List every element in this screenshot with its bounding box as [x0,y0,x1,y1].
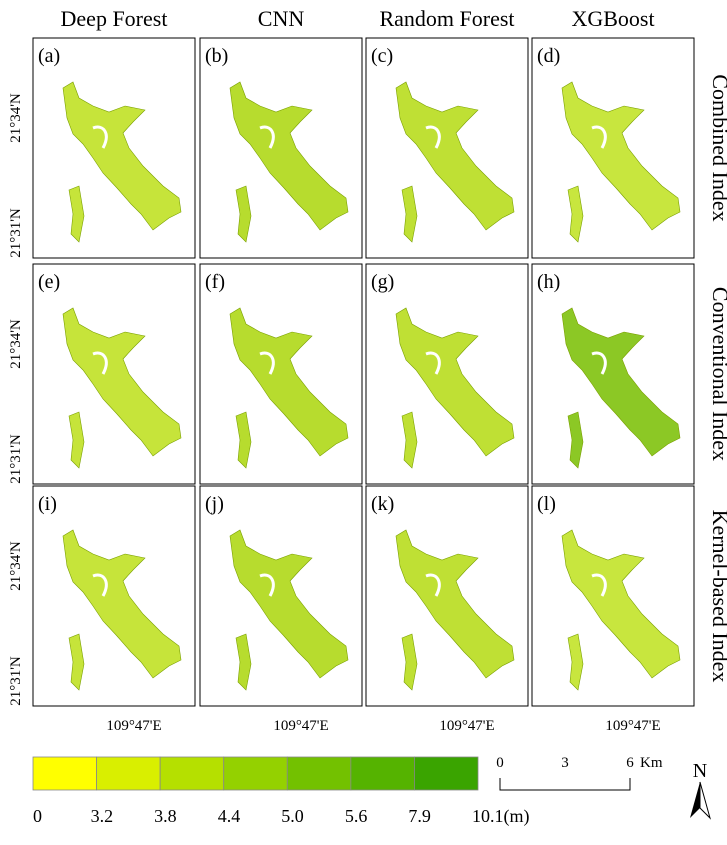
colorbar-tick-label: 3.2 [91,806,114,826]
column-header: Deep Forest [61,6,168,31]
scale-unit: Km [640,755,663,771]
longitude-label: 109°47'E [273,718,328,734]
colorbar-tick-label: 3.8 [154,806,177,826]
panel-label: (a) [38,45,60,67]
panel-label: (d) [537,45,560,67]
panel-label: (e) [38,271,60,293]
latitude-label: 21°31'N [8,434,24,484]
row-header: Conventional Index [708,287,727,461]
north-arrow [690,781,711,820]
colorbar-bin [414,756,479,791]
colorbar-bin [96,756,161,791]
colorbar-tick-label: 5.0 [281,806,304,826]
row-header: Kernel-based Index [708,510,727,683]
longitude-label: 109°47'E [106,718,161,734]
panel-label: (b) [205,45,228,67]
colorbar-bin [286,756,352,791]
latitude-label: 21°34'N [8,319,24,369]
column-header: Random Forest [379,6,514,31]
colorbar-bin [32,756,97,791]
north-label: N [693,760,707,782]
latitude-label: 21°31'N [8,208,24,258]
panel-label: (k) [371,493,394,515]
panel-label: (j) [205,493,224,515]
latitude-label: 21°34'N [8,541,24,591]
colorbar-tick-label: 4.4 [218,806,241,826]
colorbar-tick-label: 7.9 [408,806,431,826]
scale-bar [499,778,631,791]
panel-label: (h) [537,271,560,293]
panel-label: (g) [371,271,394,293]
panel-label: (l) [537,493,556,515]
latitude-label: 21°34'N [8,93,24,143]
colorbar-tick-label: 10.1(m) [472,806,530,827]
row-header: Combined Index [708,74,727,221]
latitude-label: 21°31'N [8,656,24,706]
longitude-label: 109°47'E [605,718,660,734]
colorbar-bin [350,756,415,791]
scale-tick-label: 3 [561,755,569,771]
column-header: XGBoost [571,6,654,31]
longitude-label: 109°47'E [439,718,494,734]
panel-label: (c) [371,45,393,67]
colorbar-bin [159,756,225,791]
colorbar-bin [223,756,288,791]
column-header: CNN [258,6,305,31]
scale-tick-label: 6 [626,755,634,771]
scale-tick-label: 0 [496,755,504,771]
colorbar-tick-label: 5.6 [345,806,368,826]
panel-label: (i) [38,493,57,515]
panel-label: (f) [205,271,225,293]
colorbar-tick-label: 0 [33,806,42,826]
